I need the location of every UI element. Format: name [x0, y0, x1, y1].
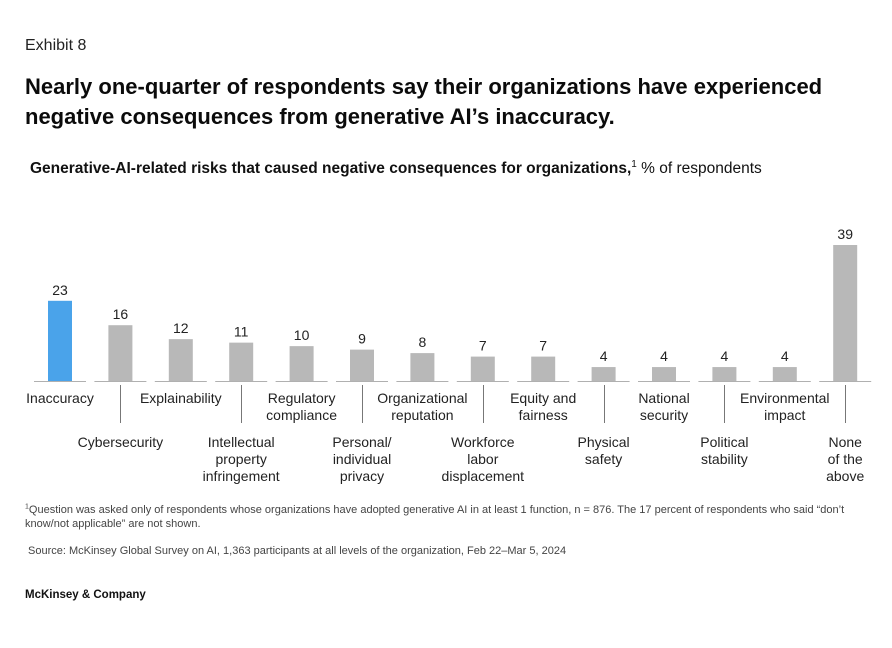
bar-value-environmental-impact: 4	[781, 348, 789, 364]
bar-value-political-stability: 4	[721, 348, 729, 364]
bar-value-physical-safety: 4	[600, 348, 608, 364]
bar-workforce-labor-displacement	[470, 356, 495, 381]
bar-value-equity-and-fairness: 7	[539, 338, 547, 354]
exhibit-label: Exhibit 8	[25, 37, 87, 54]
category-label-none-of-the-above: None of the above	[826, 434, 865, 484]
category-label-intellectual-property-infringement: Intellectual property infringement	[202, 434, 280, 484]
bar-personal-individual-privacy	[350, 349, 374, 381]
bar-national-security	[652, 367, 676, 381]
footnote: 1Question was asked only of respondents …	[25, 503, 855, 531]
category-label-physical-safety: Physical safety	[577, 434, 630, 467]
bar-value-explainability: 12	[173, 320, 189, 336]
bar-value-national-security: 4	[660, 348, 668, 364]
bar-inaccuracy	[48, 300, 72, 381]
bar-value-intellectual-property-infringement: 11	[234, 324, 249, 340]
category-label-organizational-reputation: Organizational reputation	[377, 390, 468, 423]
footnote-text: Question was asked only of respondents w…	[25, 504, 845, 530]
leader-line-political-stability	[724, 385, 725, 423]
bar-value-personal-individual-privacy: 9	[358, 331, 366, 347]
bar-value-regulatory-compliance: 10	[294, 327, 310, 343]
category-label-environmental-impact: Environmental impact	[740, 390, 830, 423]
bar-regulatory-compliance	[289, 346, 314, 381]
category-label-workforce-labor-displacement: Workforce labor displacement	[441, 434, 525, 484]
category-label-explainability: Explainability	[139, 390, 222, 406]
subtitle-bold: Generative-AI-related risks that caused …	[30, 160, 632, 177]
bar-value-cybersecurity: 16	[113, 306, 129, 322]
bar-equity-and-fairness	[531, 356, 556, 381]
bar-value-inaccuracy: 23	[52, 282, 68, 298]
bar-value-organizational-reputation: 8	[419, 334, 427, 350]
brand-logo-text: McKinsey & Company	[25, 589, 146, 601]
headline: Nearly one-quarter of respondents say th…	[25, 74, 823, 129]
source-note: Source: McKinsey Global Survey on AI, 1,…	[28, 545, 567, 557]
leader-line-physical-safety	[604, 385, 605, 423]
subtitle-unit: % of respondents	[636, 160, 762, 177]
bar-explainability	[168, 339, 193, 381]
bar-none-of-the-above	[833, 245, 858, 381]
bar-organizational-reputation	[410, 353, 435, 381]
bar-political-stability	[712, 367, 737, 381]
leader-line-cybersecurity	[120, 385, 121, 423]
category-label-equity-and-fairness: Equity and fairness	[510, 390, 577, 423]
bar-cybersecurity	[108, 325, 133, 381]
chart-subtitle: Generative-AI-related risks that caused …	[30, 158, 762, 178]
category-label-personal-individual-privacy: Personal/ individual privacy	[332, 434, 392, 484]
category-label-cybersecurity: Cybersecurity	[77, 434, 164, 450]
bar-value-workforce-labor-displacement: 7	[479, 338, 487, 354]
bar-value-none-of-the-above: 39	[837, 226, 853, 242]
leader-line-workforce-labor-displacement	[483, 385, 484, 423]
category-label-political-stability: Political stability	[700, 434, 749, 467]
bar-environmental-impact	[772, 367, 797, 381]
bar-physical-safety	[591, 367, 616, 381]
category-label-regulatory-compliance: Regulatory compliance	[266, 390, 337, 423]
bar-chart: 23 16 12 11 10 9 8 7 7 4 4 4 4 39	[34, 226, 872, 382]
bar-intellectual-property-infringement	[229, 342, 254, 381]
leader-line-personal-individual-privacy	[362, 385, 363, 423]
leader-line-intellectual-property-infringement	[241, 385, 242, 423]
footnote-mark: 1	[25, 503, 29, 511]
category-label-inaccuracy: Inaccuracy	[26, 390, 94, 406]
leader-line-none-of-the-above	[845, 385, 846, 423]
subtitle-footnote-mark: 1	[631, 158, 637, 170]
category-label-national-security: National security	[638, 390, 690, 423]
